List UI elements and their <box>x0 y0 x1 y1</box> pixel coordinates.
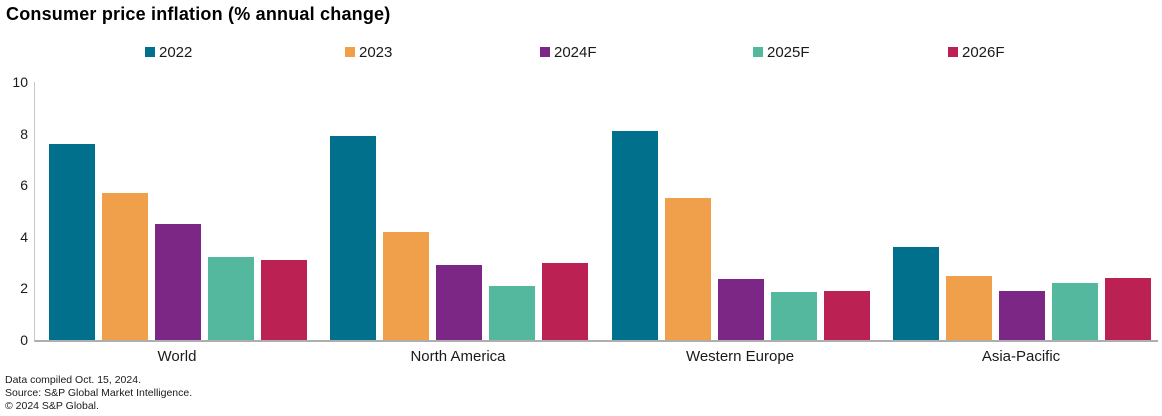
legend-swatch-icon <box>753 47 763 57</box>
footer-source: Source: S&P Global Market Intelligence. <box>5 387 193 399</box>
bar-2023-Asia-Pacific <box>946 275 992 340</box>
category-label-Western Europe: Western Europe <box>685 348 795 365</box>
legend-label: 2026F <box>962 43 1005 61</box>
legend: 2022 2023 2024F 2025F 2026F <box>0 41 1162 63</box>
footer-data-compiled: Data compiled Oct. 15, 2024. <box>5 374 141 386</box>
y-tick-label-4: 4 <box>20 228 28 245</box>
bar-group-World <box>49 82 307 340</box>
bar-2025F-World <box>208 257 254 340</box>
bar-2022-World <box>49 143 95 340</box>
bar-2024F-Asia-Pacific <box>999 290 1045 340</box>
legend-swatch-icon <box>345 47 355 57</box>
footer-copyright: © 2024 S&P Global. <box>5 400 99 412</box>
x-axis-category-labels: World North America Western Europe Asia-Pac… <box>34 348 1157 368</box>
bar-2026F-Western Europe <box>824 290 870 340</box>
bar-2022-Asia-Pacific <box>893 247 939 340</box>
y-tick-label-8: 8 <box>20 125 28 142</box>
bar-2023-World <box>102 192 148 340</box>
footer-notes: Data compiled Oct. 15, 2024. Source: S&P… <box>5 374 192 413</box>
legend-swatch-icon <box>540 47 550 57</box>
bar-group-Asia-Pacific <box>893 82 1151 340</box>
y-tick-label-6: 6 <box>20 177 28 194</box>
bar-2025F-Asia-Pacific <box>1052 283 1098 340</box>
bar-2022-Western Europe <box>612 131 658 340</box>
legend-item-2024F: 2024F <box>540 41 597 63</box>
legend-label: 2023 <box>359 43 393 61</box>
plot-area <box>34 82 1158 342</box>
legend-item-2023: 2023 <box>345 41 392 63</box>
bar-2024F-Western Europe <box>718 279 764 340</box>
y-tick-label-2: 2 <box>20 280 28 297</box>
bar-group-Western Europe <box>612 82 870 340</box>
legend-item-2026F: 2026F <box>948 41 1005 63</box>
bar-2024F-North America <box>436 265 482 340</box>
legend-item-2022: 2022 <box>145 41 192 63</box>
legend-label: 2025F <box>767 43 810 61</box>
legend-swatch-icon <box>948 47 958 57</box>
y-tick-label-10: 10 <box>12 74 28 90</box>
bar-2023-North America <box>383 231 429 340</box>
bar-2025F-Western Europe <box>771 292 817 340</box>
bar-2024F-World <box>155 223 201 340</box>
y-tick-label-0: 0 <box>20 332 28 348</box>
bar-group-North America <box>330 82 588 340</box>
legend-swatch-icon <box>145 47 155 57</box>
chart-title: Consumer price inflation (% annual chang… <box>6 4 391 24</box>
legend-label: 2022 <box>159 43 193 61</box>
bar-2023-Western Europe <box>665 198 711 340</box>
bar-2026F-World <box>261 260 307 340</box>
bar-2026F-Asia-Pacific <box>1105 278 1151 340</box>
legend-item-2025F: 2025F <box>753 41 810 63</box>
category-label-World: World <box>157 348 197 365</box>
category-label-North America: North America <box>410 348 506 365</box>
bar-2025F-North America <box>489 285 535 340</box>
bar-2022-North America <box>330 136 376 340</box>
bar-2026F-North America <box>542 262 588 340</box>
legend-label: 2024F <box>554 43 597 61</box>
category-label-Asia-Pacific: Asia-Pacific <box>981 348 1061 365</box>
